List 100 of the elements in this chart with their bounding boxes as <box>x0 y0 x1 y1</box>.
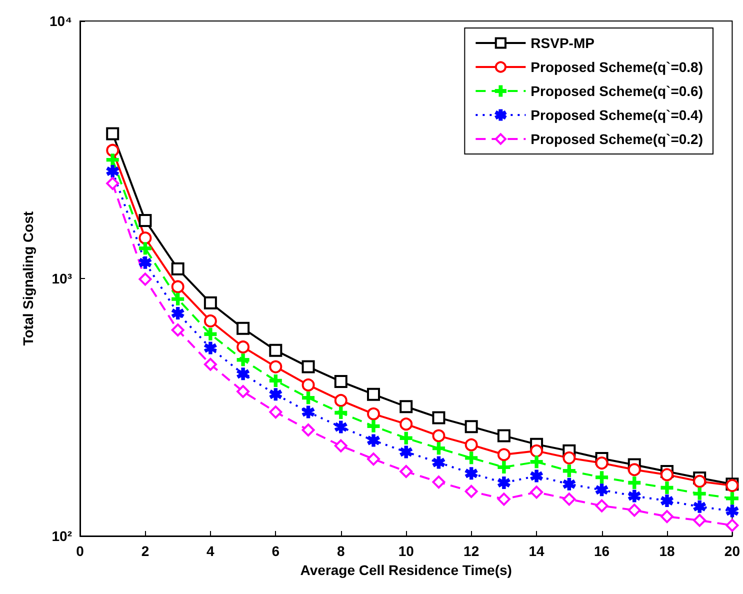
x-tick-label: 14 <box>528 543 545 559</box>
point <box>366 452 380 466</box>
point <box>530 456 543 468</box>
point <box>464 438 478 452</box>
point <box>302 406 315 418</box>
point <box>464 484 478 498</box>
x-tick-label: 4 <box>206 543 215 559</box>
point <box>595 456 608 470</box>
point <box>171 280 184 294</box>
point <box>204 342 217 354</box>
point <box>726 492 738 505</box>
point <box>269 374 282 387</box>
point <box>302 360 315 374</box>
point <box>172 292 184 306</box>
point <box>628 504 641 517</box>
point <box>236 385 250 398</box>
point <box>464 420 478 434</box>
point <box>138 242 152 255</box>
point <box>497 448 510 462</box>
point <box>693 474 706 488</box>
point <box>172 306 184 320</box>
point <box>269 360 282 374</box>
point <box>334 375 348 388</box>
point <box>400 400 413 414</box>
point <box>236 354 250 366</box>
point <box>367 407 380 420</box>
x-tick-label: 18 <box>659 543 675 559</box>
point <box>302 424 315 437</box>
point <box>334 406 348 420</box>
point <box>171 262 184 276</box>
point <box>400 465 413 478</box>
point <box>334 394 348 407</box>
point <box>596 484 608 496</box>
point <box>171 323 184 336</box>
point <box>138 232 152 245</box>
point <box>432 456 445 469</box>
point <box>660 468 674 482</box>
point <box>106 127 120 140</box>
point <box>530 444 544 458</box>
point <box>106 176 120 190</box>
x-tick-label: 10 <box>398 543 414 559</box>
point <box>302 378 315 392</box>
point <box>660 494 674 508</box>
point <box>302 392 315 404</box>
point <box>726 518 739 532</box>
point <box>400 432 412 444</box>
legend-label: Proposed Scheme(q`=0.4) <box>530 107 703 123</box>
point <box>269 406 282 419</box>
point <box>432 442 445 455</box>
point <box>465 452 478 464</box>
point <box>138 256 152 269</box>
point <box>400 446 412 458</box>
point <box>367 434 380 447</box>
point <box>660 510 674 524</box>
legend-label: Proposed Scheme(q`=0.8) <box>530 59 703 75</box>
point <box>106 144 120 157</box>
point <box>236 322 250 335</box>
point <box>562 478 576 490</box>
y-tick-label: 10⁴ <box>50 13 72 29</box>
point <box>726 504 738 518</box>
point <box>432 411 446 424</box>
point <box>498 460 510 474</box>
point <box>138 272 152 286</box>
point <box>693 514 706 527</box>
point <box>530 486 544 499</box>
point <box>628 463 641 476</box>
point <box>367 420 380 432</box>
point <box>269 388 282 401</box>
x-tick-label: 6 <box>272 543 280 559</box>
point <box>106 154 119 166</box>
point <box>236 368 250 380</box>
point <box>465 467 478 480</box>
point <box>498 476 510 489</box>
point <box>138 214 152 227</box>
point <box>204 358 217 371</box>
x-axis-title: Average Cell Residence Time(s) <box>300 562 512 578</box>
x-tick-label: 16 <box>594 543 610 559</box>
point <box>497 492 510 506</box>
point <box>497 429 510 442</box>
point <box>269 344 282 357</box>
point <box>562 451 576 464</box>
x-tick-label: 8 <box>336 543 345 559</box>
point <box>204 328 217 340</box>
point <box>334 420 348 434</box>
point <box>366 388 380 401</box>
y-tick-label: 10³ <box>52 270 72 286</box>
point <box>660 481 674 494</box>
point <box>432 429 446 442</box>
point <box>628 476 641 489</box>
point <box>628 490 641 502</box>
x-tick-label: 12 <box>464 543 480 559</box>
point <box>106 164 119 178</box>
x-tick-label: 2 <box>141 543 150 559</box>
legend-label: RSVP-MP <box>530 35 594 51</box>
legend-label: Proposed Scheme(q`=0.6) <box>530 83 703 99</box>
point <box>596 471 608 484</box>
y-tick-label: 10² <box>52 528 72 544</box>
x-tick-label: 20 <box>724 543 740 559</box>
point <box>562 464 576 478</box>
point <box>530 470 543 482</box>
